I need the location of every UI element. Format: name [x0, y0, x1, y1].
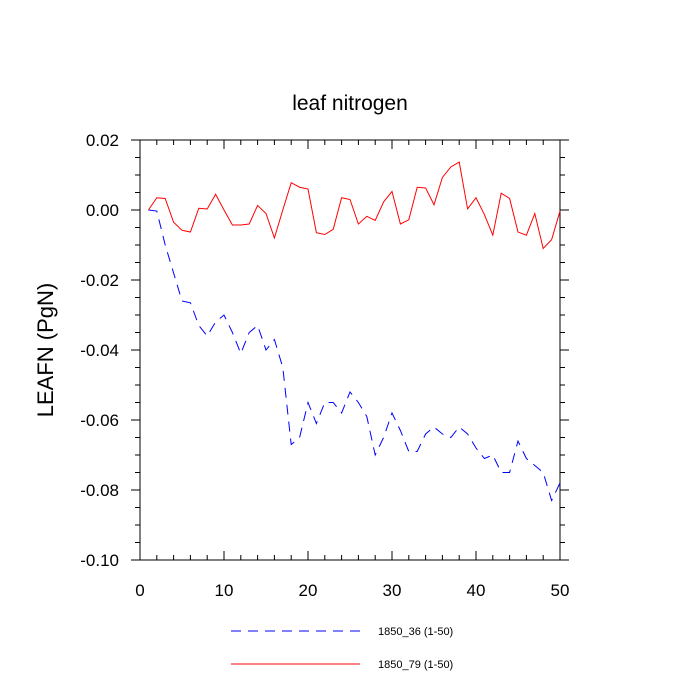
- y-tick-label: 0.00: [86, 201, 119, 220]
- x-tick-label: 50: [551, 581, 570, 600]
- x-tick-label: 10: [215, 581, 234, 600]
- y-tick-label: -0.04: [80, 341, 119, 360]
- series-line-1850-79: [147, 161, 561, 250]
- y-tick-label: -0.06: [80, 411, 119, 430]
- series-lines: [147, 161, 561, 502]
- legend-label-1850-79: 1850_79 (1-50): [378, 659, 453, 671]
- legend: 1850_36 (1-50) 1850_79 (1-50): [231, 626, 453, 671]
- plot-area: [139, 139, 561, 561]
- y-tick-label: 0.02: [86, 131, 119, 150]
- x-tick-label: 30: [383, 581, 402, 600]
- plot-frame: [139, 139, 561, 561]
- x-tick-label: 0: [135, 581, 144, 600]
- chart-title: leaf nitrogen: [292, 92, 408, 115]
- series-line-1850-36: [148, 209, 561, 502]
- axis-ticks: [131, 139, 569, 561]
- legend-label-1850-36: 1850_36 (1-50): [378, 626, 453, 638]
- x-tick-label: 20: [299, 581, 318, 600]
- axis-tick-labels: 0 10 20 30 40 50 0.02 0.00 -0.02 -0.04 -0.06 -0.08 -…: [80, 131, 569, 600]
- y-axis-label: LEAFN (PgN): [33, 283, 58, 417]
- y-tick-label: -0.08: [80, 481, 119, 500]
- y-tick-label: -0.02: [80, 271, 119, 290]
- y-tick-label: -0.10: [80, 551, 119, 570]
- x-tick-label: 40: [467, 581, 486, 600]
